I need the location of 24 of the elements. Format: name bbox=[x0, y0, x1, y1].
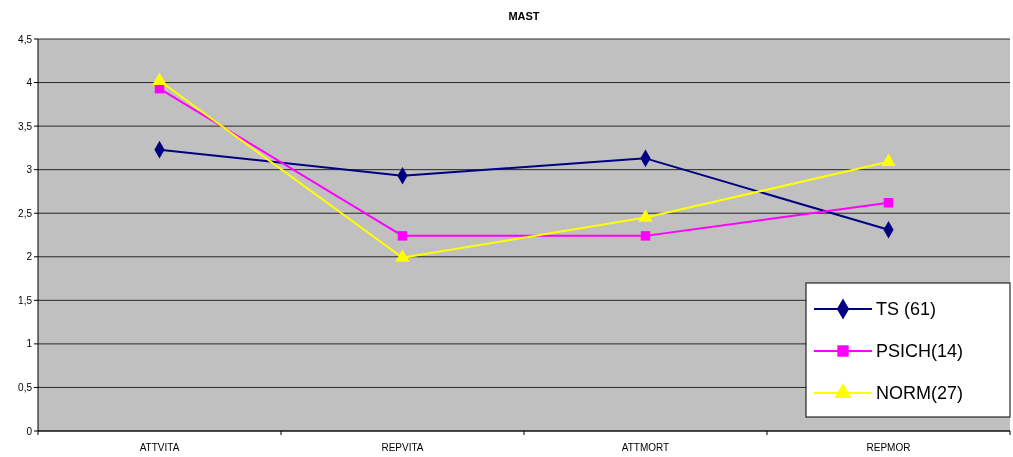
point bbox=[640, 231, 651, 241]
point bbox=[397, 231, 408, 241]
x-tick-label: REPMOR bbox=[866, 442, 911, 453]
chart-title: MAST bbox=[508, 10, 540, 22]
x-tick-label: ATTMORT bbox=[621, 442, 670, 453]
legend-label: TS (61) bbox=[876, 299, 937, 320]
y-tick-label: 2 bbox=[26, 251, 33, 263]
y-tick-label: 4,5 bbox=[18, 33, 33, 45]
legend-label: PSICH(14) bbox=[876, 341, 964, 362]
y-tick-label: 0 bbox=[26, 425, 33, 437]
x-tick-label: REPVITA bbox=[381, 442, 424, 453]
x-tick-label: ATTVITA bbox=[139, 442, 180, 453]
y-tick-label: 1,5 bbox=[18, 294, 33, 306]
point bbox=[152, 72, 167, 85]
y-tick-label: 4 bbox=[26, 77, 33, 89]
point bbox=[881, 153, 896, 166]
y-tick-label: 0,5 bbox=[18, 381, 33, 393]
y-tick-label: 1 bbox=[26, 338, 33, 350]
y-tick-label: 2,5 bbox=[18, 207, 33, 219]
point bbox=[883, 198, 894, 208]
y-tick-label: 3 bbox=[26, 164, 33, 176]
legend-label: NORM(27) bbox=[876, 383, 964, 404]
y-tick-label: 3,5 bbox=[18, 120, 33, 132]
point bbox=[638, 209, 653, 222]
